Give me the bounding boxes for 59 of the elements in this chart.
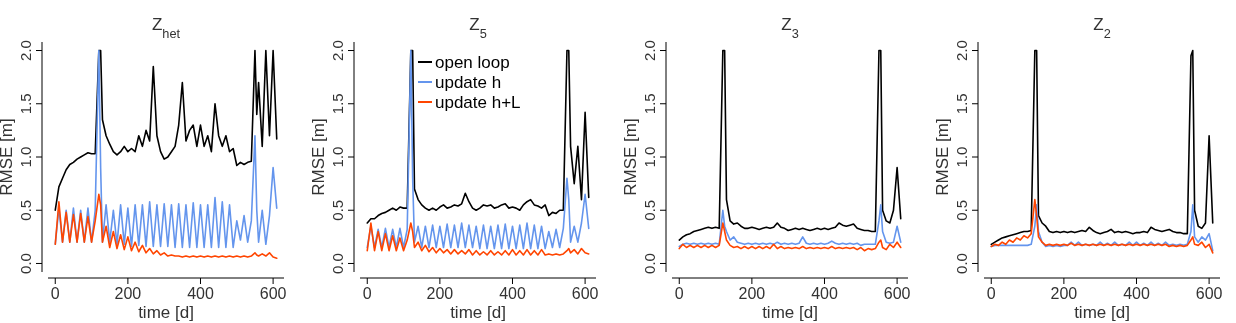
line-series — [54, 193, 278, 259]
y-tick-label: 2.0 — [17, 40, 34, 61]
y-tick-label: 0.0 — [953, 253, 970, 274]
line-series — [54, 49, 278, 212]
line-series — [678, 204, 902, 248]
chart-title: Z$_{het}$ — [151, 15, 181, 41]
x-tick-label: 200 — [1050, 285, 1078, 302]
x-tick-label: 0 — [50, 285, 60, 302]
y-tick-label: 2.0 — [329, 40, 346, 61]
x-tick-label: 400 — [499, 285, 526, 302]
chart-title: Z$_{3}$ — [781, 15, 799, 41]
chart-title: Z$_{5}$ — [469, 15, 487, 41]
x-tick-label: 400 — [187, 285, 214, 302]
y-axis-title: RMSE [m] — [933, 118, 952, 196]
y-tick-label: 0.5 — [329, 199, 346, 221]
y-axis-title: RMSE [m] — [621, 118, 640, 196]
x-axis-title: time [d] — [138, 303, 194, 322]
x-tick-label: 400 — [1123, 285, 1150, 302]
y-tick-label: 0.0 — [329, 253, 346, 274]
line-series — [990, 49, 1214, 246]
x-tick-label: 200 — [114, 285, 142, 302]
x-tick-label: 600 — [1195, 285, 1223, 302]
y-tick-label: 0.5 — [953, 199, 970, 221]
x-tick-label: 0 — [986, 285, 996, 302]
x-axis-title: time [d] — [762, 303, 818, 322]
y-tick-label: 1.5 — [641, 93, 658, 115]
x-tick-label: 600 — [883, 285, 911, 302]
y-tick-label: 1.5 — [17, 93, 34, 115]
x-tick-label: 0 — [674, 285, 684, 302]
y-tick-label: 1.0 — [953, 146, 970, 168]
y-tick-label: 2.0 — [953, 40, 970, 61]
x-tick-label: 600 — [259, 285, 287, 302]
x-tick-label: 0 — [362, 285, 372, 302]
x-tick-label: 200 — [426, 285, 454, 302]
y-tick-label: 1.0 — [329, 146, 346, 168]
y-tick-label: 0.5 — [17, 199, 34, 221]
line-series — [366, 222, 590, 256]
line-series — [54, 49, 278, 249]
y-tick-label: 1.0 — [17, 146, 34, 168]
line-series — [678, 49, 902, 241]
line-series — [678, 222, 902, 252]
y-tick-label: 0.5 — [641, 199, 658, 221]
y-axis-title: RMSE [m] — [309, 118, 328, 196]
legend-label: update h — [435, 73, 502, 92]
chart-title: Z$_{2}$ — [1093, 15, 1111, 41]
y-axis-title: RMSE [m] — [0, 118, 16, 196]
x-tick-label: 400 — [811, 285, 838, 302]
y-tick-label: 1.0 — [641, 146, 658, 168]
y-tick-label: 2.0 — [641, 40, 658, 61]
y-tick-label: 1.5 — [953, 93, 970, 115]
y-tick-label: 1.5 — [329, 93, 346, 115]
legend-label: update h+L — [435, 93, 521, 112]
x-axis-title: time [d] — [450, 303, 506, 322]
y-tick-label: 0.0 — [641, 253, 658, 274]
legend-label: open loop — [435, 53, 510, 72]
x-tick-label: 200 — [738, 285, 766, 302]
x-axis-title: time [d] — [1074, 303, 1130, 322]
x-tick-label: 600 — [571, 285, 599, 302]
y-tick-label: 0.0 — [17, 253, 34, 274]
